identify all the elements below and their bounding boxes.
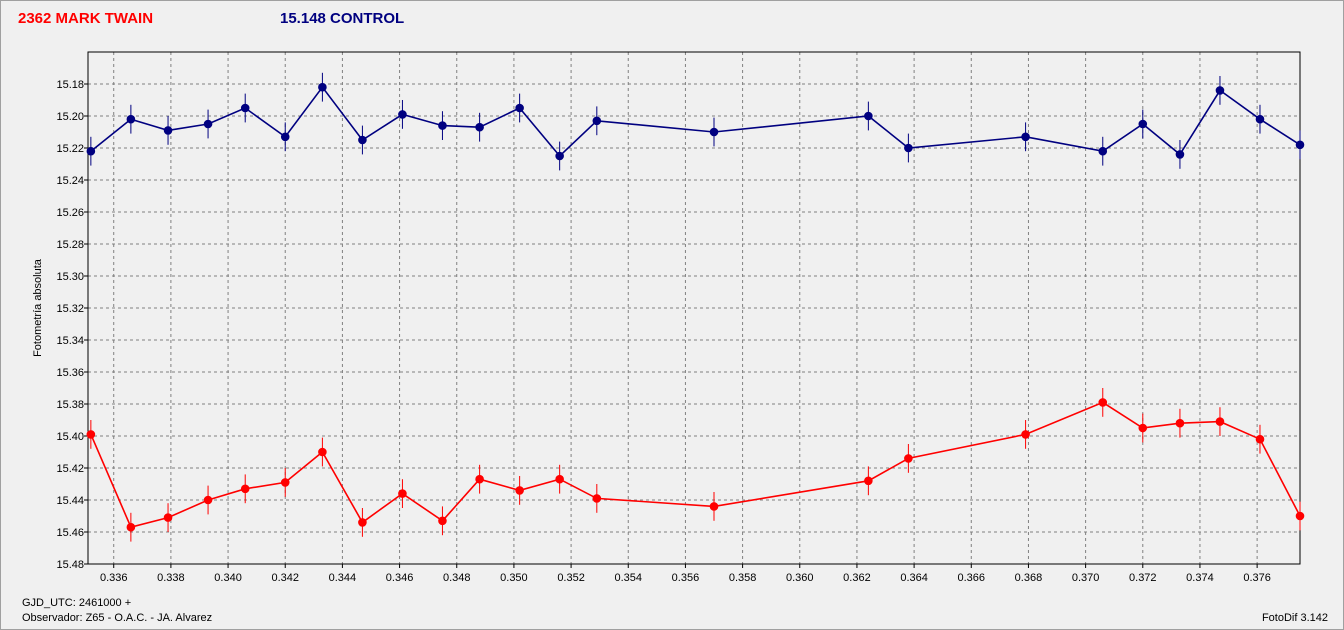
x-tick-label: 0.360 [786,572,814,584]
control-data-point [1098,146,1108,156]
x-tick-label: 0.346 [386,572,414,584]
control-data-point [318,82,327,92]
control-data-point [555,151,564,161]
y-tick-label: 15.26 [56,207,84,219]
target-data-point [555,474,564,484]
control-data-point [1138,119,1148,129]
control-data-point [358,135,367,145]
target-data-point [864,476,873,486]
y-tick-label: 15.40 [56,431,84,443]
control-data-point [592,116,602,126]
y-tick-label: 15.32 [56,303,84,315]
target-data-point [904,454,913,463]
x-tick-label: 0.370 [1072,572,1100,584]
y-tick-label: 15.28 [56,239,84,251]
x-tick-label: 0.338 [157,572,185,584]
target-data-point [709,502,719,511]
target-data-point [475,474,484,484]
target-data-point [280,478,290,487]
x-tick-label: 0.372 [1129,572,1157,584]
control-data-point [1215,86,1225,95]
x-tick-label: 0.352 [557,572,585,584]
control-data-point [709,127,719,137]
target-data-point [1098,398,1108,407]
x-tick-label: 0.362 [843,572,871,584]
y-tick-label: 15.18 [56,79,84,91]
target-data-point [398,489,407,498]
y-tick-label: 15.34 [56,335,84,347]
target-data-point [1138,423,1148,433]
control-data-point [1255,114,1265,124]
target-data-point [240,484,250,494]
control-data-point [1021,132,1030,142]
control-data-point [1175,150,1185,159]
plot-frame [87,51,1301,565]
x-tick-label: 0.354 [614,572,642,584]
y-tick-label: 15.20 [56,111,84,123]
target-data-point [318,447,327,457]
x-tick-label: 0.366 [958,572,986,584]
observer-label: Observador: Z65 - O.A.C. - JA. Alvarez [22,612,213,624]
control-data-point [398,110,407,119]
control-data-point [240,103,250,113]
y-tick-label: 15.44 [56,495,84,507]
y-tick-label: 15.48 [56,559,84,571]
control-data-point [475,122,484,132]
control-series-title: 15.148 CONTROL [280,10,405,27]
target-data-point [126,522,136,532]
control-data-point [864,111,873,121]
target-data-point [1175,418,1185,428]
control-data-point [86,146,96,156]
y-tick-label: 15.38 [56,399,84,411]
x-tick-label: 0.340 [214,572,242,584]
control-series-line [90,85,1301,158]
target-data-point [358,518,367,527]
target-data-point [438,516,447,526]
target-series-line [90,401,1301,529]
y-tick-label: 15.42 [56,463,84,475]
target-data-point [1255,434,1265,444]
target-data-point [515,486,524,495]
x-tick-label: 0.350 [500,572,528,584]
x-tick-label: 0.336 [100,572,128,584]
x-tick-label: 0.364 [900,572,928,584]
gjd-label: GJD_UTC: 2461000 + [22,597,132,609]
x-tick-label: 0.358 [729,572,757,584]
x-tick-label: 0.344 [329,572,357,584]
control-data-point [438,121,447,130]
y-tick-label: 15.24 [56,175,84,187]
x-tick-label: 0.356 [672,572,700,584]
control-data-point [904,143,913,153]
target-data-point [1021,430,1030,439]
y-tick-label: 15.30 [56,271,84,283]
target-data-point [1295,511,1305,521]
x-tick-label: 0.368 [1015,572,1043,584]
target-series-title: 2362 MARK TWAIN [18,10,154,27]
x-tick-label: 0.376 [1243,572,1271,584]
y-tick-label: 15.36 [56,367,84,379]
software-label: FotoDif 3.142 [1261,612,1328,624]
target-data-point [163,513,173,522]
target-data-point [203,495,213,505]
control-data-point [126,114,136,124]
x-tick-label: 0.348 [443,572,471,584]
control-data-point [1295,140,1305,150]
x-tick-label: 0.342 [271,572,299,584]
target-data-point [592,494,602,503]
control-data-point [163,126,173,135]
control-data-point [203,119,213,129]
target-data-point [1215,417,1225,426]
control-data-point [515,103,524,113]
y-tick-label: 15.22 [56,143,84,155]
x-tick-label: 0.374 [1186,572,1214,584]
y-tick-label: 15.46 [56,527,84,539]
control-data-point [280,132,290,142]
target-data-point [86,430,96,439]
